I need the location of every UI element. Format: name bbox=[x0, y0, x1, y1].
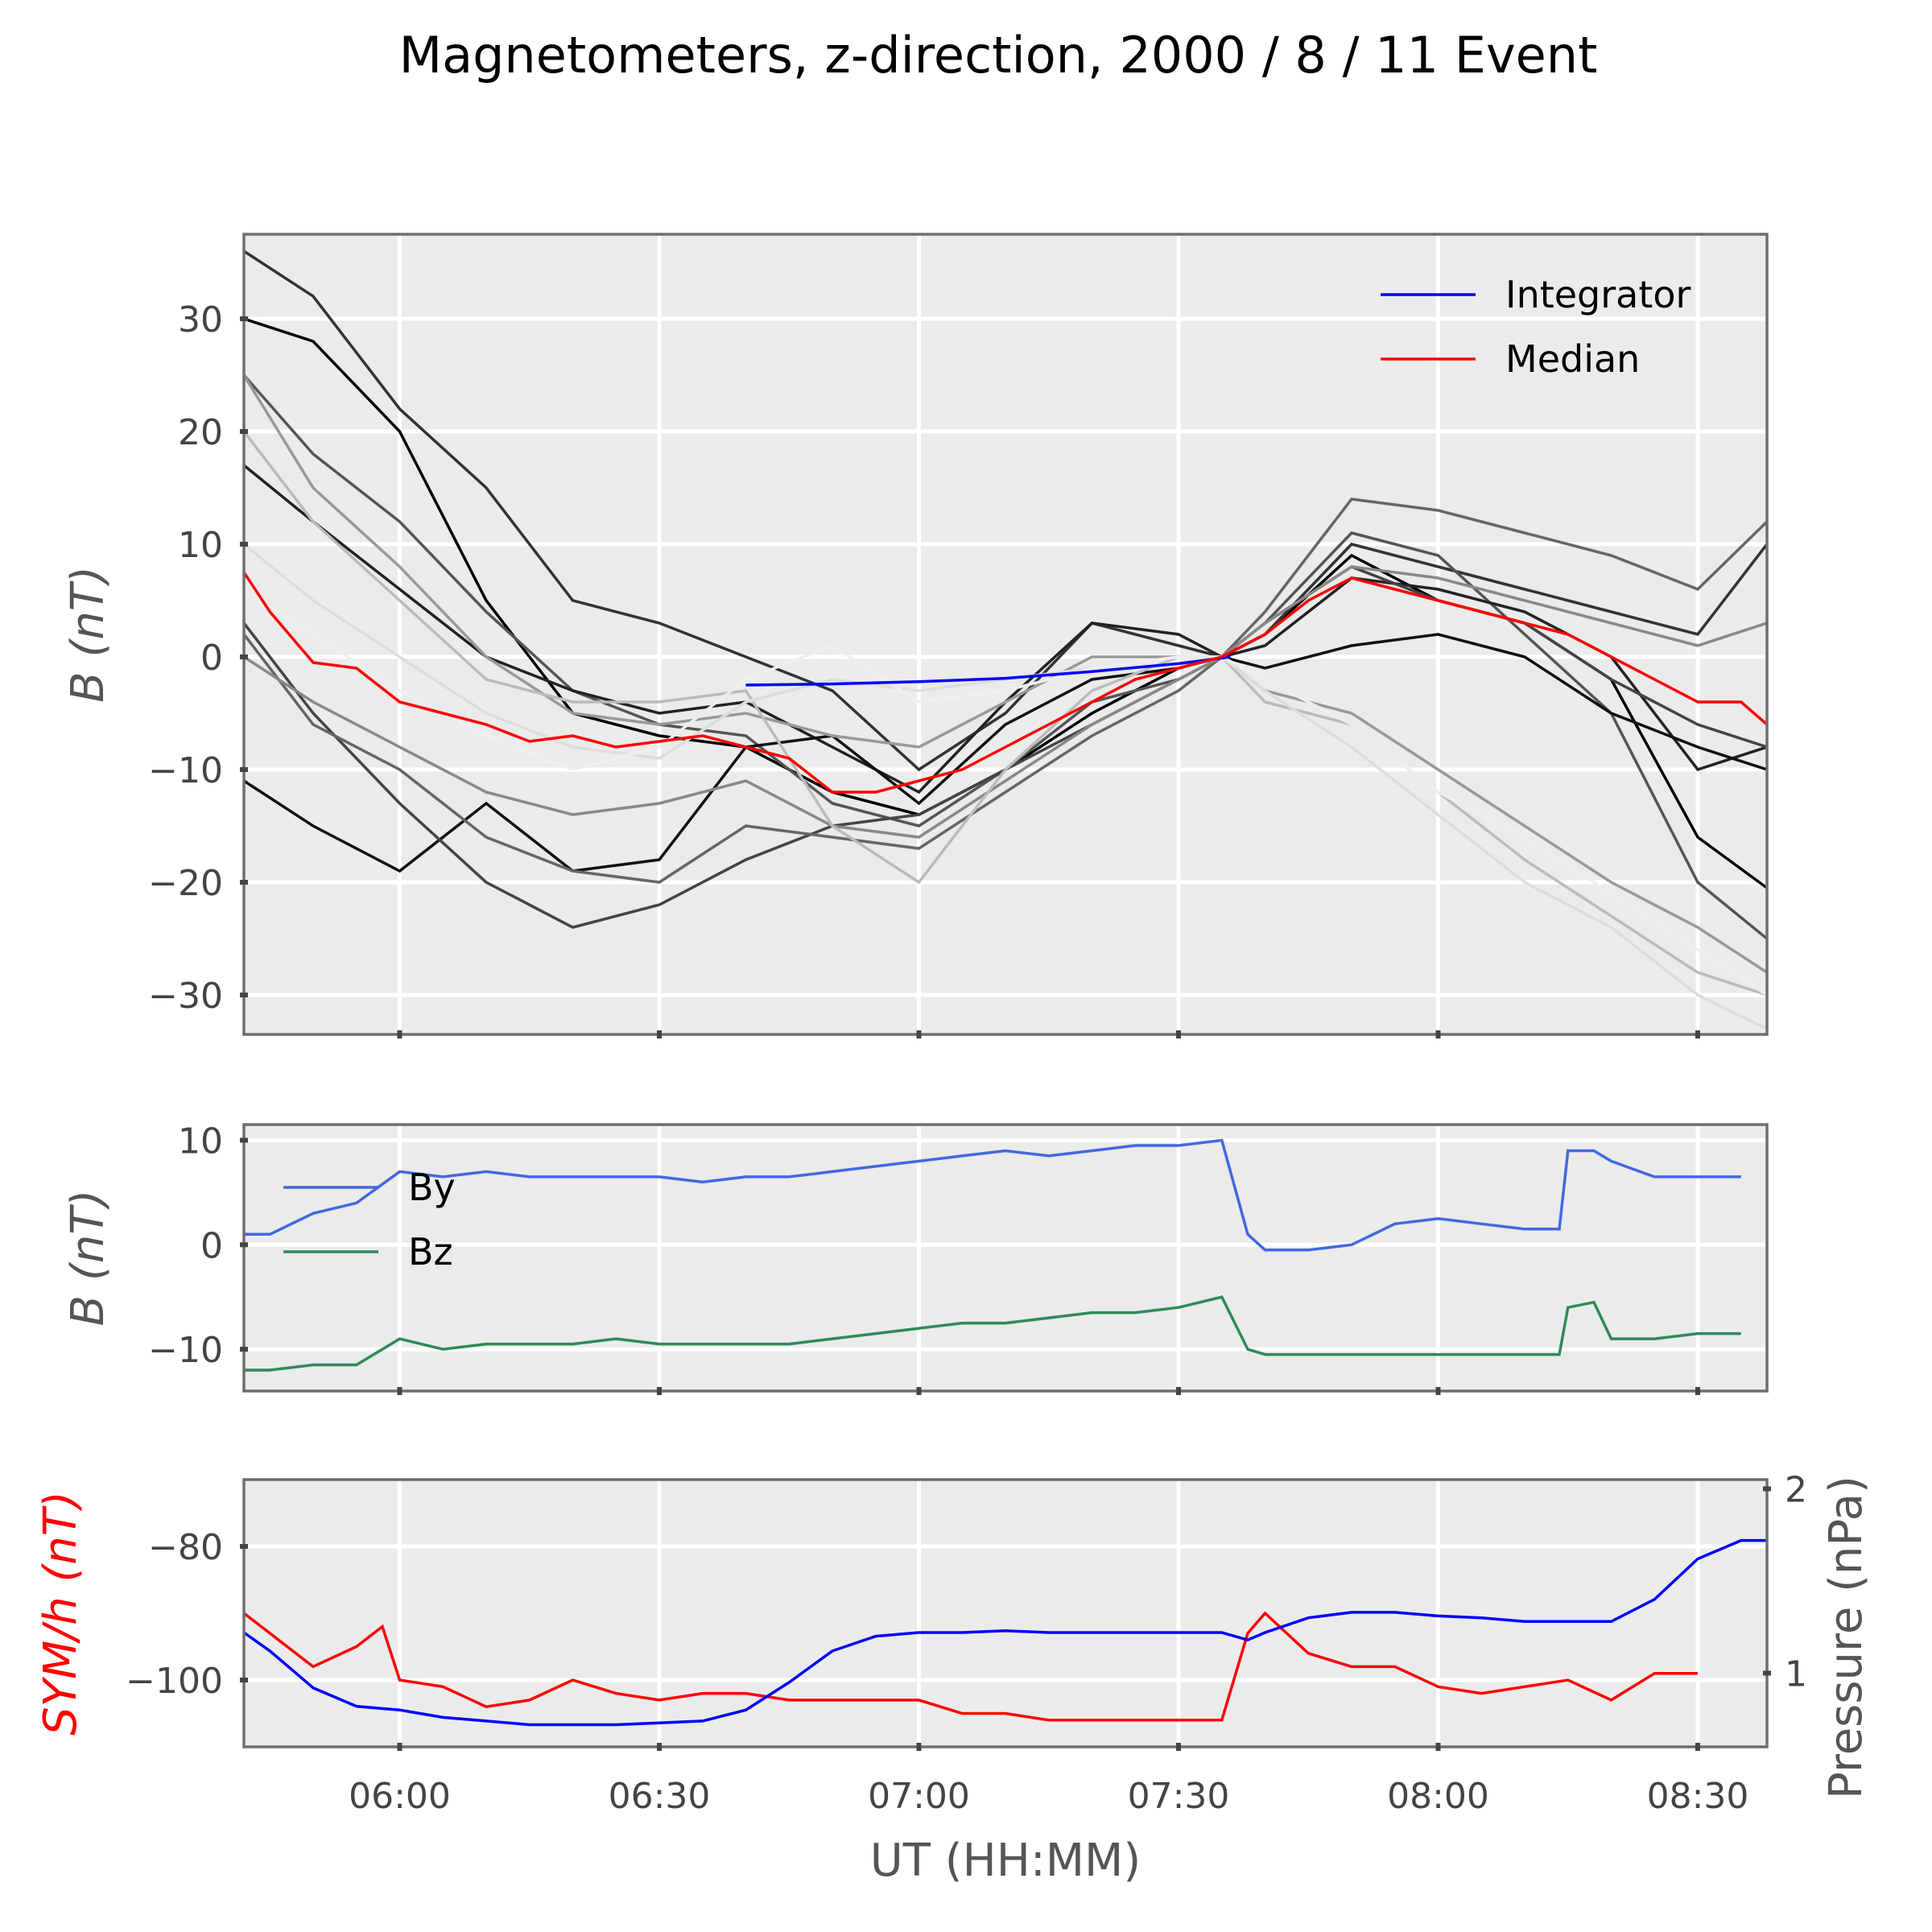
y-tick-label: −30 bbox=[148, 976, 223, 1017]
panel-2-background bbox=[244, 1125, 1767, 1391]
y-tick-label: 30 bbox=[178, 299, 223, 341]
y-tick-label: 10 bbox=[178, 1121, 223, 1162]
legend-label-bz: Bz bbox=[408, 1230, 453, 1274]
y-tick-label: 0 bbox=[200, 1225, 223, 1266]
station-trace-3 bbox=[244, 374, 1767, 940]
y-tick-label: 0 bbox=[200, 638, 223, 679]
x-tick-label: 08:00 bbox=[1387, 1776, 1489, 1817]
legend-label-integrator: Integrator bbox=[1505, 273, 1691, 316]
x-tick-label: 06:30 bbox=[609, 1776, 711, 1817]
panel-1-background bbox=[244, 234, 1767, 1034]
series-line-by bbox=[244, 1138, 1741, 1252]
y-tick-label: −10 bbox=[148, 1330, 223, 1371]
station-trace-12 bbox=[244, 588, 1767, 997]
panel-3-frame bbox=[242, 1478, 1769, 1748]
legend-label-by: By bbox=[408, 1166, 456, 1209]
legend-label-median: Median bbox=[1505, 337, 1640, 381]
series-line-integrator bbox=[745, 655, 1231, 687]
y-tick-label: −100 bbox=[126, 1661, 223, 1702]
series-line-sym-h bbox=[244, 1611, 1698, 1722]
station-trace-10 bbox=[244, 430, 1767, 997]
y-axis-label: B (nT) bbox=[62, 566, 114, 703]
y-tick-label: −20 bbox=[148, 863, 223, 904]
right-y-tick-label: 1 bbox=[1785, 1653, 1807, 1695]
x-tick-label: 07:30 bbox=[1128, 1776, 1230, 1817]
y-axis-label: B (nT) bbox=[62, 1190, 114, 1327]
y-tick-label: 20 bbox=[178, 412, 223, 453]
panel-1-frame bbox=[242, 233, 1769, 1036]
station-trace-8 bbox=[244, 565, 1767, 839]
station-trace-7 bbox=[244, 497, 1767, 884]
series-line-bz bbox=[244, 1295, 1741, 1372]
x-tick-label: 08:30 bbox=[1647, 1776, 1749, 1817]
x-axis-label: UT (HH:MM) bbox=[870, 1835, 1141, 1887]
figure-title: Magnetometers, z-direction, 2000 / 8 / 1… bbox=[399, 26, 1598, 85]
station-trace-4 bbox=[244, 464, 1767, 795]
y-axis-label-pressure: Pressure (nPa) bbox=[1820, 1476, 1872, 1799]
x-tick-label: 07:00 bbox=[868, 1776, 970, 1817]
series-line-pressure bbox=[244, 1538, 1767, 1727]
y-axis-label-symh: SYM/h (nT) bbox=[35, 1491, 87, 1736]
x-tick-label: 06:00 bbox=[349, 1776, 451, 1817]
y-tick-label: 10 bbox=[178, 525, 223, 566]
panel-3-background bbox=[244, 1480, 1767, 1747]
station-trace-5 bbox=[244, 633, 1767, 873]
y-tick-label: −10 bbox=[148, 750, 223, 791]
station-trace-2 bbox=[244, 250, 1767, 772]
panel-2-frame bbox=[242, 1123, 1769, 1393]
right-y-tick-label: 2 bbox=[1785, 1469, 1807, 1510]
y-tick-label: −80 bbox=[148, 1527, 223, 1568]
series-line-median bbox=[244, 572, 1767, 794]
